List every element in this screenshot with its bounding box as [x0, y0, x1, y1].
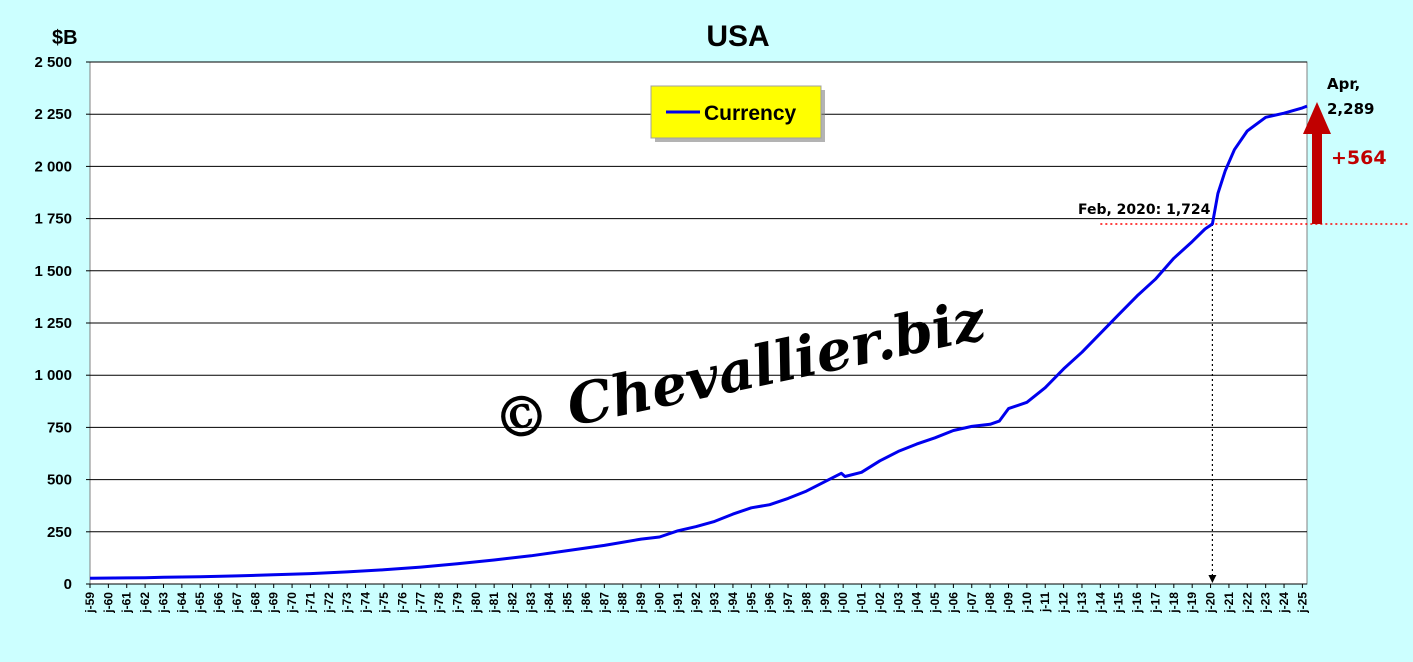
x-tick-label: j-91 [671, 592, 685, 614]
x-tick-label: j-15 [1112, 592, 1126, 614]
x-tick-label: j-75 [377, 592, 391, 614]
end-label-month: Apr, [1327, 75, 1360, 93]
x-tick-label: j-98 [799, 592, 813, 614]
x-tick-label: j-81 [487, 592, 501, 614]
x-tick-label: j-03 [891, 592, 905, 614]
y-tick-label: 750 [47, 419, 72, 436]
x-tick-label: j-94 [726, 592, 740, 614]
x-tick-label: j-72 [322, 592, 336, 614]
x-tick-label: j-95 [744, 592, 758, 614]
x-tick-label: j-18 [1167, 592, 1181, 614]
legend: Currency [650, 85, 825, 142]
x-tick-label: j-87 [597, 592, 611, 614]
x-tick-label: j-13 [1075, 592, 1089, 614]
x-tick-label: j-21 [1222, 592, 1236, 614]
series-line-currency [89, 104, 1308, 580]
x-tick-label: j-06 [946, 592, 960, 614]
x-tick-label: j-77 [414, 592, 428, 614]
y-axis-unit: $B [52, 27, 78, 49]
x-tick-label: j-84 [542, 592, 556, 614]
x-tick-label: j-99 [818, 592, 832, 614]
y-tick-label: 2 250 [34, 106, 72, 123]
x-tick-label: j-83 [524, 592, 538, 614]
x-tick-label: j-08 [983, 592, 997, 614]
x-tick-label: j-10 [1020, 592, 1034, 614]
x-tick-label: j-20 [1204, 592, 1218, 614]
y-tick-label: 0 [64, 576, 72, 593]
x-tick-label: j-70 [285, 592, 299, 614]
x-tick-label: j-23 [1259, 592, 1273, 614]
y-tick-label: 1 000 [34, 367, 72, 384]
x-tick-label: j-90 [652, 592, 666, 614]
x-tick-label: j-92 [689, 592, 703, 614]
y-tick-label: 250 [47, 524, 72, 541]
y-tick-label: 2 000 [34, 158, 72, 175]
x-tick-label: j-80 [469, 592, 483, 614]
x-tick-label: j-86 [579, 592, 593, 614]
x-tick-label: j-64 [175, 592, 189, 614]
x-tick-label: j-62 [138, 592, 152, 614]
y-tick-label: 2 500 [34, 54, 72, 71]
x-tick-label: j-07 [965, 592, 979, 614]
x-tick-label: j-68 [248, 592, 262, 614]
x-tick-label: j-89 [634, 592, 648, 614]
x-tick-label: j-05 [928, 592, 942, 614]
x-tick-label: j-01 [855, 592, 869, 614]
x-tick-label: j-82 [506, 592, 520, 614]
x-tick-label: j-76 [395, 592, 409, 614]
x-tick-label: j-16 [1130, 592, 1144, 614]
y-tick-label: 500 [47, 472, 72, 489]
change-arrow-head [1303, 102, 1331, 135]
y-tick-label: 1 750 [34, 211, 72, 228]
x-tick-label: j-85 [561, 592, 575, 614]
y-axis-ticks: 0 250 500 750 1 000 1 250 1 500 1 750 2 000 2 250… [34, 54, 90, 593]
x-tick-label: j-25 [1295, 592, 1309, 614]
x-tick-label: j-79 [450, 592, 464, 614]
y-tick-label: 1 500 [34, 263, 72, 280]
change-label: +564 [1331, 147, 1387, 169]
x-tick-label: j-14 [1093, 592, 1107, 614]
x-tick-label: j-65 [193, 592, 207, 614]
x-tick-label: j-67 [230, 592, 244, 614]
x-tick-label: j-60 [101, 592, 115, 614]
x-tick-label: j-88 [616, 592, 630, 614]
chart-title: USA [706, 20, 769, 53]
change-arrow-shaft [1312, 132, 1322, 225]
x-tick-label: j-12 [1057, 592, 1071, 614]
x-tick-label: j-04 [910, 592, 924, 614]
x-tick-label: j-69 [267, 592, 281, 614]
x-tick-label: j-73 [340, 592, 354, 614]
x-tick-label: j-66 [212, 592, 226, 614]
x-tick-label: j-17 [1148, 592, 1162, 614]
reference-arrowhead [1208, 575, 1217, 583]
x-tick-label: j-74 [359, 592, 373, 614]
x-tick-label: j-09 [1001, 592, 1015, 614]
x-tick-label: j-24 [1277, 592, 1291, 614]
x-tick-label: j-02 [873, 592, 887, 614]
x-tick-label: j-63 [156, 592, 170, 614]
y-tick-label: 1 250 [34, 315, 72, 332]
x-tick-label: j-71 [303, 592, 317, 614]
x-tick-label: j-61 [120, 592, 134, 614]
x-tick-label: j-19 [1185, 592, 1199, 614]
x-tick-label: j-00 [836, 592, 850, 614]
legend-label-currency: Currency [704, 102, 797, 125]
x-tick-label: j-96 [763, 592, 777, 614]
x-tick-label: j-11 [1038, 592, 1052, 613]
reference-label: Feb, 2020: 1,724 [1078, 202, 1211, 218]
end-label-value: 2,289 [1327, 100, 1374, 118]
x-axis-ticks: j-59 j-60 j-61 j-62 j-63 j-64 j-65 j-66 j-67 j-68… [83, 583, 1309, 614]
x-tick-label: j-93 [708, 592, 722, 614]
x-tick-label: j-59 [83, 592, 97, 614]
x-tick-label: j-97 [781, 592, 795, 614]
x-tick-label: j-22 [1240, 592, 1254, 614]
change-arrow [1303, 102, 1331, 225]
x-tick-label: j-78 [432, 592, 446, 614]
